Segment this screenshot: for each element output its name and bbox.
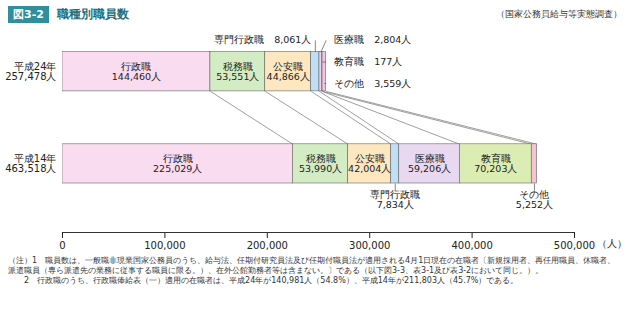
svg-text:行政職144,460人: 行政職144,460人 xyxy=(112,61,161,82)
html-text:職種別職員数: 職種別職員数 xyxy=(56,6,129,21)
svg-text:0: 0 xyxy=(59,240,65,251)
svg-text:教育職 177人: 教育職 177人 xyxy=(334,56,402,67)
svg-text:500,000: 500,000 xyxy=(554,240,595,251)
svg-text:行政職225,029人: 行政職225,029人 xyxy=(153,153,202,174)
svg-text:平成24年257,478人: 平成24年257,478人 xyxy=(5,61,56,82)
svg-text:専門行政職 8,061人: 専門行政職 8,061人 xyxy=(214,34,311,45)
html-text:2 行政職のうち、行政職俸給表（一）適用の在職者は、平成24: 2 行政職のうち、行政職俸給表（一）適用の在職者は、平成24年が140,981人… xyxy=(8,276,519,285)
html-text:（国家公務員給与等実態調査）: （国家公務員給与等実態調査） xyxy=(496,8,622,19)
html-text:（注）1 職員数は、一般職非現業国家公務員のうち、給与法、任: （注）1 職員数は、一般職非現業国家公務員のうち、給与法、任期付研究員法及び任期… xyxy=(8,256,616,275)
svg-text:その他 3,559人: その他 3,559人 xyxy=(334,78,411,89)
svg-text:教育職70,203人: 教育職70,203人 xyxy=(474,153,517,174)
svg-text:公安職42,004人: 公安職42,004人 xyxy=(348,153,391,174)
svg-text:医療職59,206人: 医療職59,206人 xyxy=(408,153,451,174)
svg-text:公安職44,866人: 公安職44,866人 xyxy=(267,61,310,82)
svg-text:医療職 2,804人: 医療職 2,804人 xyxy=(334,34,411,45)
svg-text:200,000: 200,000 xyxy=(247,240,288,251)
svg-text:100,000: 100,000 xyxy=(144,240,185,251)
svg-text:400,000: 400,000 xyxy=(451,240,492,251)
html-text:図3-2: 図3-2 xyxy=(13,7,44,21)
svg-text:300,000: 300,000 xyxy=(349,240,390,251)
svg-text:その他5,252人: その他5,252人 xyxy=(516,189,553,210)
svg-text:専門行政職7,834人: 専門行政職7,834人 xyxy=(370,189,420,210)
svg-text:税務職53,990人: 税務職53,990人 xyxy=(299,153,342,174)
svg-text:平成14年463,518人: 平成14年463,518人 xyxy=(5,153,56,174)
svg-text:税務職53,551人: 税務職53,551人 xyxy=(216,61,259,82)
svg-text:（人）: （人） xyxy=(597,238,627,249)
